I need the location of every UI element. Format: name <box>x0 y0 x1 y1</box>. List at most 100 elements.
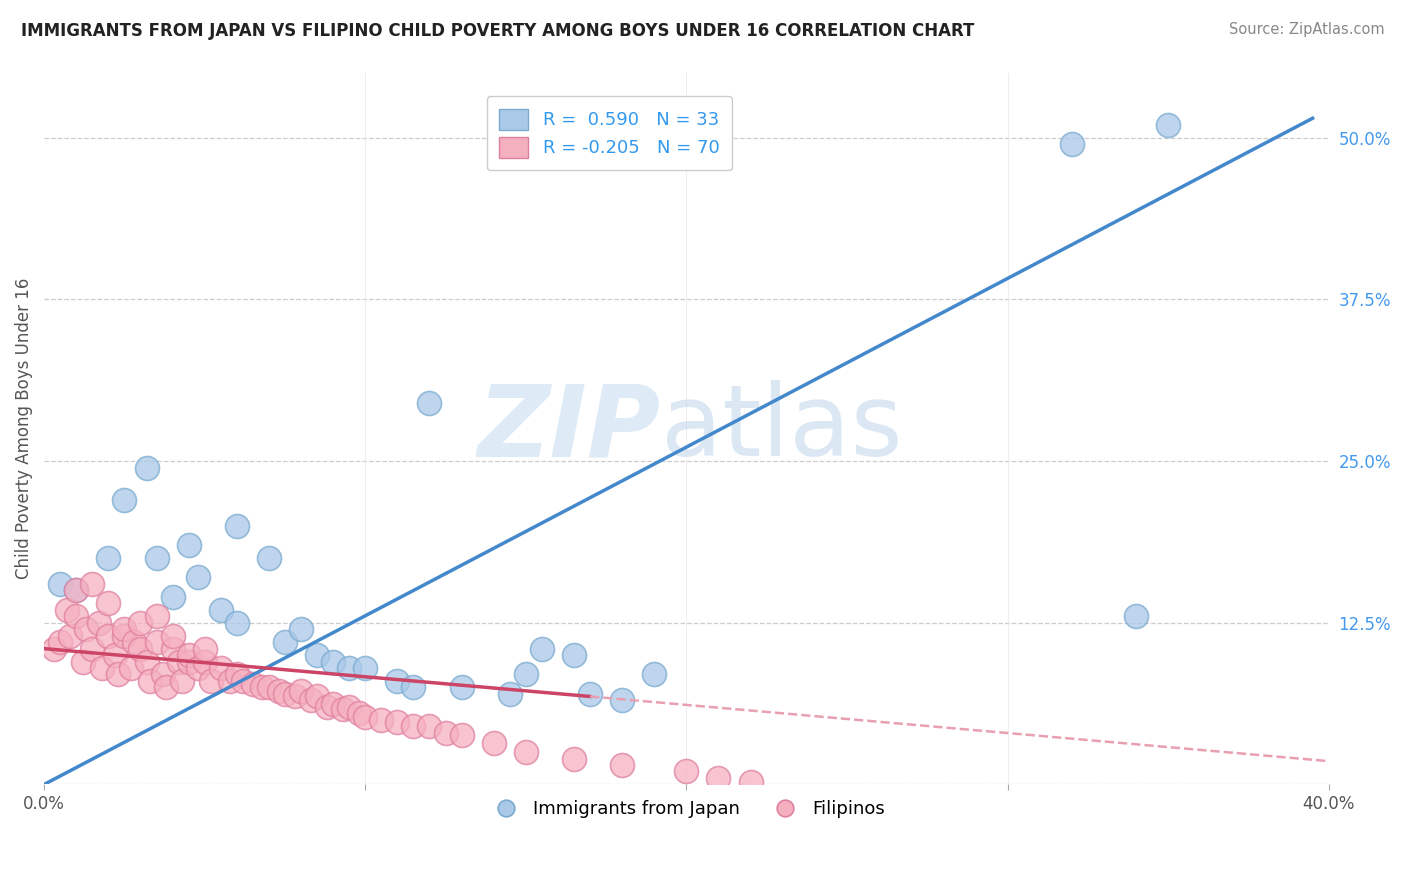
Point <box>402 719 425 733</box>
Point <box>267 684 290 698</box>
Text: IMMIGRANTS FROM JAPAN VS FILIPINO CHILD POVERTY AMONG BOYS UNDER 16 CORRELATION : IMMIGRANTS FROM JAPAN VS FILIPINO CHILD … <box>21 22 974 40</box>
Point <box>112 622 135 636</box>
Point <box>610 758 633 772</box>
Point <box>610 693 633 707</box>
Point <box>337 699 360 714</box>
Legend: Immigrants from Japan, Filipinos: Immigrants from Japan, Filipinos <box>481 793 891 825</box>
Point <box>562 751 585 765</box>
Point <box>232 673 254 688</box>
Point <box>120 661 142 675</box>
Point <box>194 655 217 669</box>
Point <box>450 728 472 742</box>
Point <box>72 655 94 669</box>
Point <box>112 629 135 643</box>
Point <box>1125 609 1147 624</box>
Point <box>482 736 505 750</box>
Point <box>562 648 585 662</box>
Point <box>129 641 152 656</box>
Point <box>135 655 157 669</box>
Point <box>257 551 280 566</box>
Point <box>112 492 135 507</box>
Point <box>82 577 104 591</box>
Point <box>162 629 184 643</box>
Point <box>90 661 112 675</box>
Point <box>135 460 157 475</box>
Point <box>97 629 120 643</box>
Point <box>257 681 280 695</box>
Point <box>307 648 329 662</box>
Point <box>97 596 120 610</box>
Text: ZIP: ZIP <box>478 380 661 477</box>
Point <box>387 715 409 730</box>
Point <box>187 570 209 584</box>
Y-axis label: Child Poverty Among Boys Under 16: Child Poverty Among Boys Under 16 <box>15 278 32 580</box>
Point <box>200 673 222 688</box>
Point <box>225 518 247 533</box>
Point <box>65 583 87 598</box>
Point <box>347 706 370 721</box>
Point <box>290 622 312 636</box>
Point <box>242 676 264 690</box>
Point <box>274 635 297 649</box>
Point <box>707 771 730 785</box>
Point <box>59 629 82 643</box>
Point <box>299 693 322 707</box>
Point <box>55 603 77 617</box>
Point <box>225 667 247 681</box>
Point <box>162 641 184 656</box>
Point <box>219 673 242 688</box>
Point <box>139 673 162 688</box>
Point <box>370 713 392 727</box>
Point <box>145 551 167 566</box>
Point <box>152 667 174 681</box>
Point <box>450 681 472 695</box>
Point <box>515 667 537 681</box>
Point <box>194 641 217 656</box>
Point <box>162 590 184 604</box>
Point <box>177 648 200 662</box>
Point <box>418 396 440 410</box>
Point <box>104 648 127 662</box>
Point <box>75 622 97 636</box>
Text: Source: ZipAtlas.com: Source: ZipAtlas.com <box>1229 22 1385 37</box>
Point <box>82 641 104 656</box>
Point <box>65 583 87 598</box>
Point <box>122 635 145 649</box>
Point <box>315 699 337 714</box>
Point <box>107 667 129 681</box>
Point <box>49 577 72 591</box>
Point <box>515 745 537 759</box>
Point <box>284 690 307 704</box>
Point <box>675 764 697 779</box>
Point <box>1157 118 1180 132</box>
Point <box>290 684 312 698</box>
Point <box>155 681 177 695</box>
Point <box>1060 137 1083 152</box>
Point <box>307 690 329 704</box>
Point <box>402 681 425 695</box>
Point <box>177 655 200 669</box>
Point <box>434 725 457 739</box>
Point <box>579 687 602 701</box>
Point <box>499 687 522 701</box>
Point <box>322 655 344 669</box>
Point <box>209 603 232 617</box>
Point <box>225 615 247 630</box>
Point <box>740 775 762 789</box>
Point <box>322 697 344 711</box>
Point <box>87 615 110 630</box>
Point <box>172 673 194 688</box>
Point <box>418 719 440 733</box>
Point <box>129 615 152 630</box>
Point <box>65 609 87 624</box>
Text: atlas: atlas <box>661 380 903 477</box>
Point <box>354 661 377 675</box>
Point <box>49 635 72 649</box>
Point <box>252 681 274 695</box>
Point <box>354 710 377 724</box>
Point <box>42 641 65 656</box>
Point <box>387 673 409 688</box>
Point <box>187 661 209 675</box>
Point <box>332 702 354 716</box>
Point <box>274 687 297 701</box>
